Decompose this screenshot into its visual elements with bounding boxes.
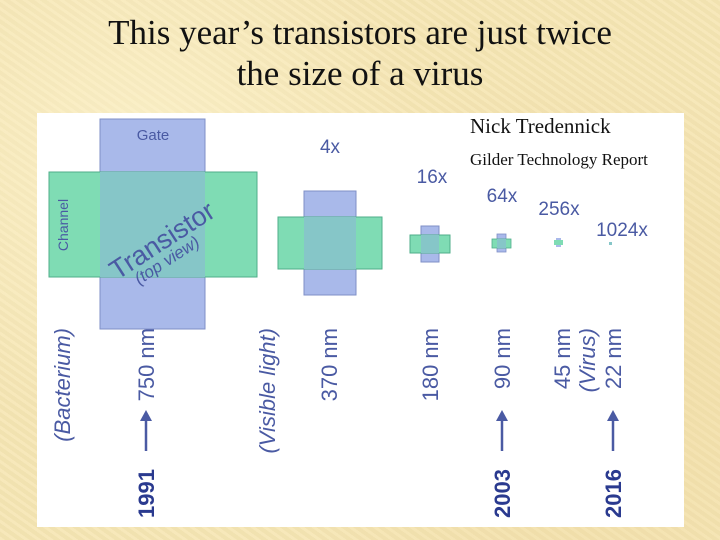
overlap-rect [100,172,205,277]
axis-label-180nm: 180 nm [418,328,443,401]
scale-label-16x: 16x [417,167,448,188]
overlap-rect [609,242,612,245]
year-label-1991: 1991 [134,469,159,518]
channel-label: Channel [55,199,71,251]
arrow-head-750nm [140,410,152,421]
title-line-1: This year’s transistors are just twice [108,13,612,52]
size-axis: (Bacterium) 750 nm 1991 (Visible light) … [50,328,626,518]
source-credit: Gilder Technology Report [470,150,648,169]
transistor-750nm [48,118,258,330]
author-credit: Nick Tredennick [470,114,611,138]
scale-labels: 4x 16x 64x 256x 1024x [320,137,648,241]
year-label-2016: 2016 [601,469,626,518]
axis-label-750nm: 750 nm [134,328,159,401]
year-label-2003: 2003 [490,469,515,518]
axis-label-22nm: 22 nm [601,328,626,389]
axis-label-45nm: 45 nm [550,328,575,389]
diagram-panel: Gate Channel Transistor (top view) [37,113,684,527]
overlap-rect [421,235,439,253]
transistor-180nm [409,225,451,263]
title-line-2: the size of a virus [236,54,484,93]
axis-label-visible-light: (Visible light) [255,328,280,454]
arrow-head-22nm [607,410,619,421]
overlap-rect [304,217,356,269]
transistor-45nm [554,238,563,247]
transistor-22nm [609,242,612,245]
scale-label-1024x: 1024x [596,220,648,241]
transistor-90nm [491,233,512,253]
slide-title: This year’s transistors are just twice t… [0,12,720,94]
axis-label-370nm: 370 nm [317,328,342,401]
scale-label-64x: 64x [487,186,518,207]
scale-label-4x: 4x [320,137,341,158]
transistor-scaling-diagram: Gate Channel Transistor (top view) [48,118,648,518]
axis-label-virus: (Virus) [575,328,600,392]
axis-label-90nm: 90 nm [490,328,515,389]
channel-rect [554,240,563,245]
overlap-rect [497,239,506,248]
axis-label-bacterium: (Bacterium) [50,328,75,442]
transistor-370nm [277,190,383,296]
scale-label-256x: 256x [538,199,580,220]
arrow-head-90nm [496,410,508,421]
gate-label: Gate [137,127,170,144]
